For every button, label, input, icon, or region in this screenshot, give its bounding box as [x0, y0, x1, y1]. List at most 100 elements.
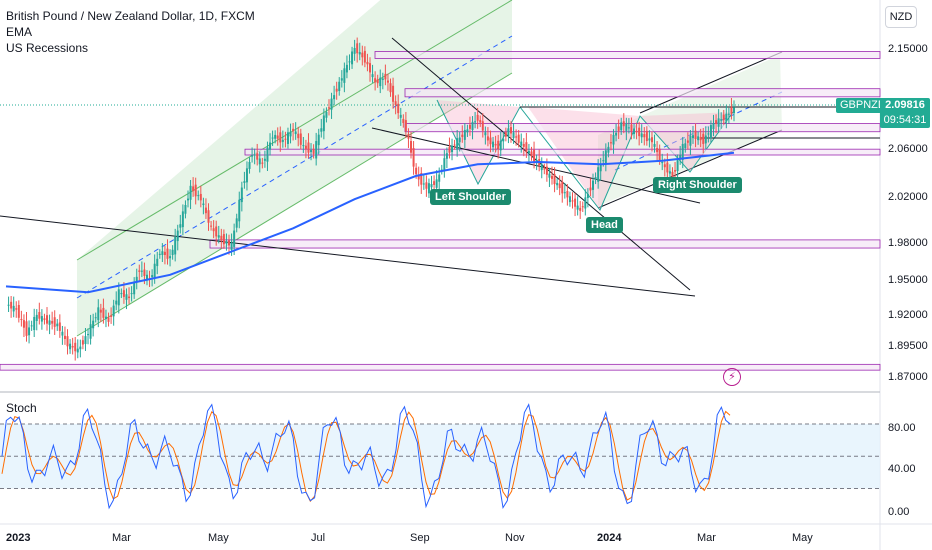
candle — [704, 126, 707, 150]
candle — [161, 243, 164, 262]
candle-body — [56, 323, 59, 327]
trendline-long — [0, 215, 696, 297]
candle-body — [151, 275, 154, 278]
candle-body — [533, 149, 536, 162]
right-channel-bottom — [597, 129, 783, 209]
candle-body — [420, 173, 423, 185]
time-tick-label: May — [792, 532, 813, 544]
candle — [256, 143, 259, 166]
candle-body — [158, 253, 161, 255]
candle-body — [325, 111, 328, 118]
candle — [212, 220, 215, 239]
candle-body — [202, 203, 205, 206]
lightning-icon[interactable]: ⚡ — [723, 368, 741, 386]
price-tick-label: 1.87000 — [888, 371, 928, 383]
candle-body — [117, 289, 120, 306]
candle-body — [517, 134, 520, 143]
candle — [235, 213, 238, 233]
candle-body — [630, 124, 633, 132]
candle — [666, 153, 669, 179]
candle — [243, 171, 246, 189]
candle-body — [15, 308, 18, 310]
candle-body — [215, 226, 218, 237]
time-tick-label: Nov — [505, 532, 525, 544]
candle-body — [363, 50, 366, 63]
candle — [279, 126, 282, 152]
candle-body — [348, 61, 351, 63]
recession-indicator-label[interactable]: US Recessions — [6, 41, 89, 55]
stoch-title[interactable]: Stoch — [6, 401, 37, 415]
candle — [650, 131, 653, 152]
candle — [461, 125, 464, 143]
candle-body — [184, 205, 187, 214]
symbol-title[interactable]: British Pound / New Zealand Dollar, 1D, … — [6, 9, 255, 23]
candle-body — [22, 320, 25, 328]
head-shape — [528, 107, 640, 210]
candle-body — [502, 138, 505, 142]
candle-body — [556, 182, 559, 186]
candle-body — [25, 321, 28, 336]
candle — [612, 129, 615, 154]
candle-body — [358, 52, 361, 55]
candle-body — [551, 175, 553, 179]
candle — [620, 117, 623, 135]
candle-body — [694, 130, 697, 140]
candle-body — [369, 63, 371, 73]
candle — [586, 188, 589, 208]
candle-body — [676, 160, 679, 171]
candle-body — [99, 309, 102, 313]
candle-body — [674, 170, 677, 172]
candle-body — [366, 61, 369, 65]
candle — [374, 71, 377, 91]
candle — [117, 282, 120, 314]
candle — [166, 239, 169, 265]
candle — [271, 130, 274, 146]
candle-body — [579, 207, 582, 211]
candle-body — [238, 199, 241, 222]
currency-badge[interactable]: NZD — [885, 6, 917, 28]
candle — [630, 117, 633, 140]
candle — [661, 153, 664, 171]
candle-body — [145, 274, 148, 281]
candle — [417, 166, 420, 187]
ema-indicator-label[interactable]: EMA — [6, 25, 33, 39]
candle-body — [138, 270, 141, 272]
candle-body — [281, 139, 284, 142]
candle-body — [97, 307, 100, 321]
candle — [53, 310, 56, 335]
candle — [74, 337, 77, 361]
candle — [345, 55, 348, 79]
candle-body — [702, 133, 705, 144]
candle-body — [497, 140, 500, 150]
candle-body — [107, 317, 110, 322]
candle — [17, 300, 20, 323]
candle — [530, 146, 533, 161]
candle — [261, 157, 264, 169]
candle-body — [166, 248, 169, 259]
candle-body — [199, 193, 202, 201]
candle — [304, 139, 307, 159]
candle-body — [189, 185, 192, 200]
candle — [317, 128, 320, 155]
candle — [453, 139, 456, 150]
candle — [645, 126, 648, 146]
candle — [299, 128, 302, 150]
candle — [556, 178, 559, 190]
candle — [210, 220, 213, 231]
candle-body — [46, 315, 49, 324]
candle-body — [371, 74, 374, 78]
candle-body — [592, 180, 595, 190]
candle — [351, 46, 354, 69]
candle-body — [643, 134, 646, 138]
candle — [576, 196, 579, 216]
candle-body — [650, 137, 653, 143]
candle — [84, 327, 87, 351]
candle — [410, 131, 413, 159]
candle-body — [128, 296, 131, 299]
price-tick-label: 2.02000 — [888, 191, 928, 203]
candle — [425, 175, 428, 197]
symbol-badge: GBPNZD — [836, 98, 890, 113]
candle — [356, 37, 359, 63]
candle — [361, 45, 364, 66]
